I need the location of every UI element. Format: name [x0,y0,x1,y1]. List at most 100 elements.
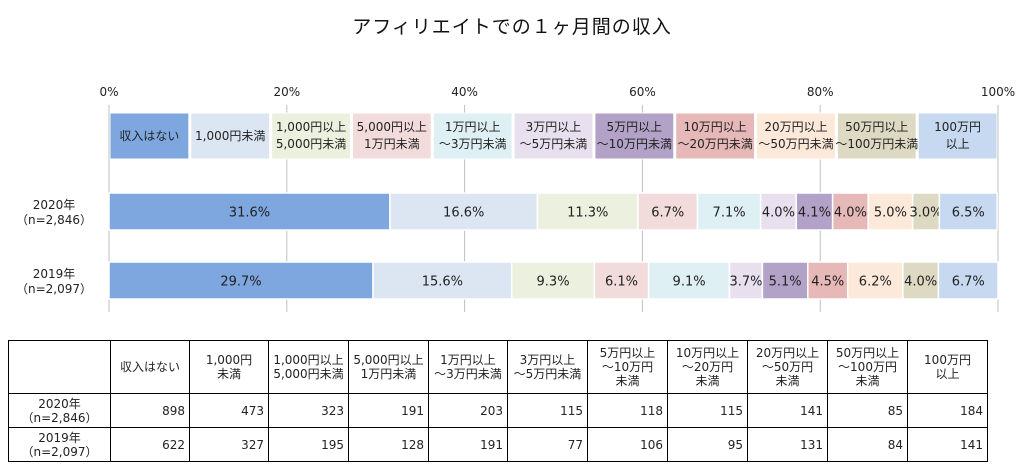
table-row-label-0-text: 2020年 [38,396,81,411]
legend-label-2-1: 5,000円未満 [276,137,346,151]
data-label-0-9: 3.0% [909,206,942,221]
data-table: 収入はない 1,000円 未満 1,000円以上 5,000円未満 5,000円以上 1万円… [8,340,988,462]
table-row-label-0: 2020年 （n=2,846） [8,393,111,428]
table-cell-1-6-text: 106 [640,437,663,452]
table-header-0-text: 収入はない [119,360,180,374]
table-cell-1-4-text: 191 [480,437,503,452]
legend-label-6-0: 5万円以上 [606,120,662,134]
table-header-5: 3万円以上 ～5万円未満 [507,340,588,394]
table-cell-0-7-text: 115 [720,403,743,418]
table-header-7: 10万円以上 ～20万円 未満 [667,340,748,394]
table-cell-1-10-text: 141 [960,437,983,452]
table-header-9-text: 50万円以上 [835,346,900,360]
table-header-4-text: 1万円以上 [440,353,496,367]
table-cell-0-3-text: 191 [401,403,424,418]
bar-segment-1-8 [847,261,904,300]
table-cell-1-2-text: 195 [321,437,344,452]
data-label-1-3: 6.1% [605,275,638,290]
data-label-0-2: 11.3% [567,206,608,221]
legend-label-10-0: 100万円 [934,120,981,134]
x-tick-label-2: 40% [451,85,478,99]
legend-label-5-0: 3万円以上 [526,120,582,134]
x-tick-label-1: 20% [273,85,300,99]
legend-label-3-1: 1万円未満 [364,137,420,151]
legend-label-9-0: 50万円以上 [845,120,908,134]
table-cell-0-2: 323 [268,393,349,428]
bar-segment-1-4 [647,261,731,300]
table-cell-1-1-text: 327 [241,437,264,452]
category-label-1-1: （n=2,097） [16,282,92,296]
table-header-0: 収入はない [110,340,190,394]
table-cell-1-1: 327 [189,427,269,462]
table-cell-1-7-text: 95 [727,437,743,452]
table-header-9: 50万円以上 ～100万円 未満 [827,340,908,394]
table-cell-0-3: 191 [348,393,429,428]
table-header-6: 5万円以上 ～10万円 未満 [587,340,668,394]
data-label-0-0: 31.6% [229,206,270,221]
legend-swatch-10 [917,112,998,160]
bar-segment-1-5 [728,261,764,300]
data-label-1-6: 5.1% [769,275,802,290]
table-cell-0-1-text: 473 [241,403,264,418]
table-header-1-text: 未満 [216,367,241,381]
legend-swatch-1 [190,112,271,160]
data-label-0-10: 6.5% [952,206,985,221]
table-header-2-text: 1,000円以上 [273,353,344,367]
table-cell-0-6-text: 118 [640,403,663,418]
table-cell-1-6: 106 [587,427,668,462]
table-cell-0-2-text: 323 [321,403,344,418]
bar-segment-0-9 [911,192,941,231]
legend-swatch-5 [513,112,594,160]
legend-label-4-1: ～3万円未満 [439,137,507,151]
data-label-1-8: 6.2% [859,275,892,290]
legend-swatch-3 [351,112,432,160]
table-cell-0-5: 115 [507,393,588,428]
table-cell-0-0: 898 [110,393,190,428]
table-header-2: 1,000円以上 5,000円未満 [268,340,349,394]
table-cell-0-10-text: 184 [960,403,983,418]
table-cell-0-7: 115 [667,393,748,428]
legend-label-1: 1,000円未満 [195,129,265,143]
data-label-1-2: 9.3% [537,275,570,290]
table-cell-0-1: 473 [189,393,269,428]
bar-segment-1-9 [902,261,940,300]
table-header-3-text: 1万円未満 [360,367,417,381]
table-cell-0-4: 203 [428,393,508,428]
legend-swatch-9 [836,112,917,160]
data-label-0-5: 4.0% [762,206,795,221]
legend-label-2-0: 1,000円以上 [276,120,346,134]
data-label-1-1: 15.6% [422,275,463,290]
chart-title: アフィリエイトでの１ヶ月間の収入 [352,16,672,38]
data-label-0-7: 4.0% [834,206,867,221]
x-tick-label-3: 60% [629,85,656,99]
category-label-0-1: （n=2,846） [16,213,92,227]
table-header-10-text: 100万円 [924,353,971,367]
table-row: 2020年 （n=2,846） 898 473 323 191 203 115 118 115 14… [8,393,988,428]
legend-swatch-6 [594,112,675,160]
bar-segment-1-10 [937,261,999,300]
legend-swatch-2 [271,112,351,160]
legend-label-3-0: 5,000円以上 [357,120,427,134]
legend-label-5-1: ～5万円未満 [520,137,588,151]
table-header-7-text: 10万円以上 [675,346,740,360]
legend-label-0: 収入はない [119,129,179,143]
table-header-1: 1,000円 未満 [189,340,269,394]
stacked-bar-chart: 0% 20% 40% 60% 80% 100% 収入はない 1,000円未満 1,000円以上 5… [16,85,1015,312]
table-header-10: 100万円 以上 [907,340,988,394]
x-tick-label-0: 0% [99,85,118,99]
table-header-8-text: ～50万円 [761,360,814,374]
legend-label-6-1: ～10万円未満 [597,137,672,151]
legend-label-8-1: ～50万円未満 [758,137,833,151]
table-header-8-text: 20万円以上 [755,346,820,360]
table-row-label-1-text: （n=2,097） [21,444,98,459]
table-header-9-text: 未満 [855,374,880,388]
data-label-1-5: 3.7% [729,275,762,290]
bar-segment-0-5 [759,192,797,231]
table-header-10-text: 以上 [935,367,960,381]
data-label-1-9: 4.0% [904,275,937,290]
data-label-0-6: 4.1% [798,206,831,221]
legend-swatch-4 [432,112,513,160]
table-header-6-text: ～10万円 [601,360,654,374]
table-row-label-1-text: 2019年 [38,430,81,445]
data-label-1-0: 29.7% [220,275,261,290]
